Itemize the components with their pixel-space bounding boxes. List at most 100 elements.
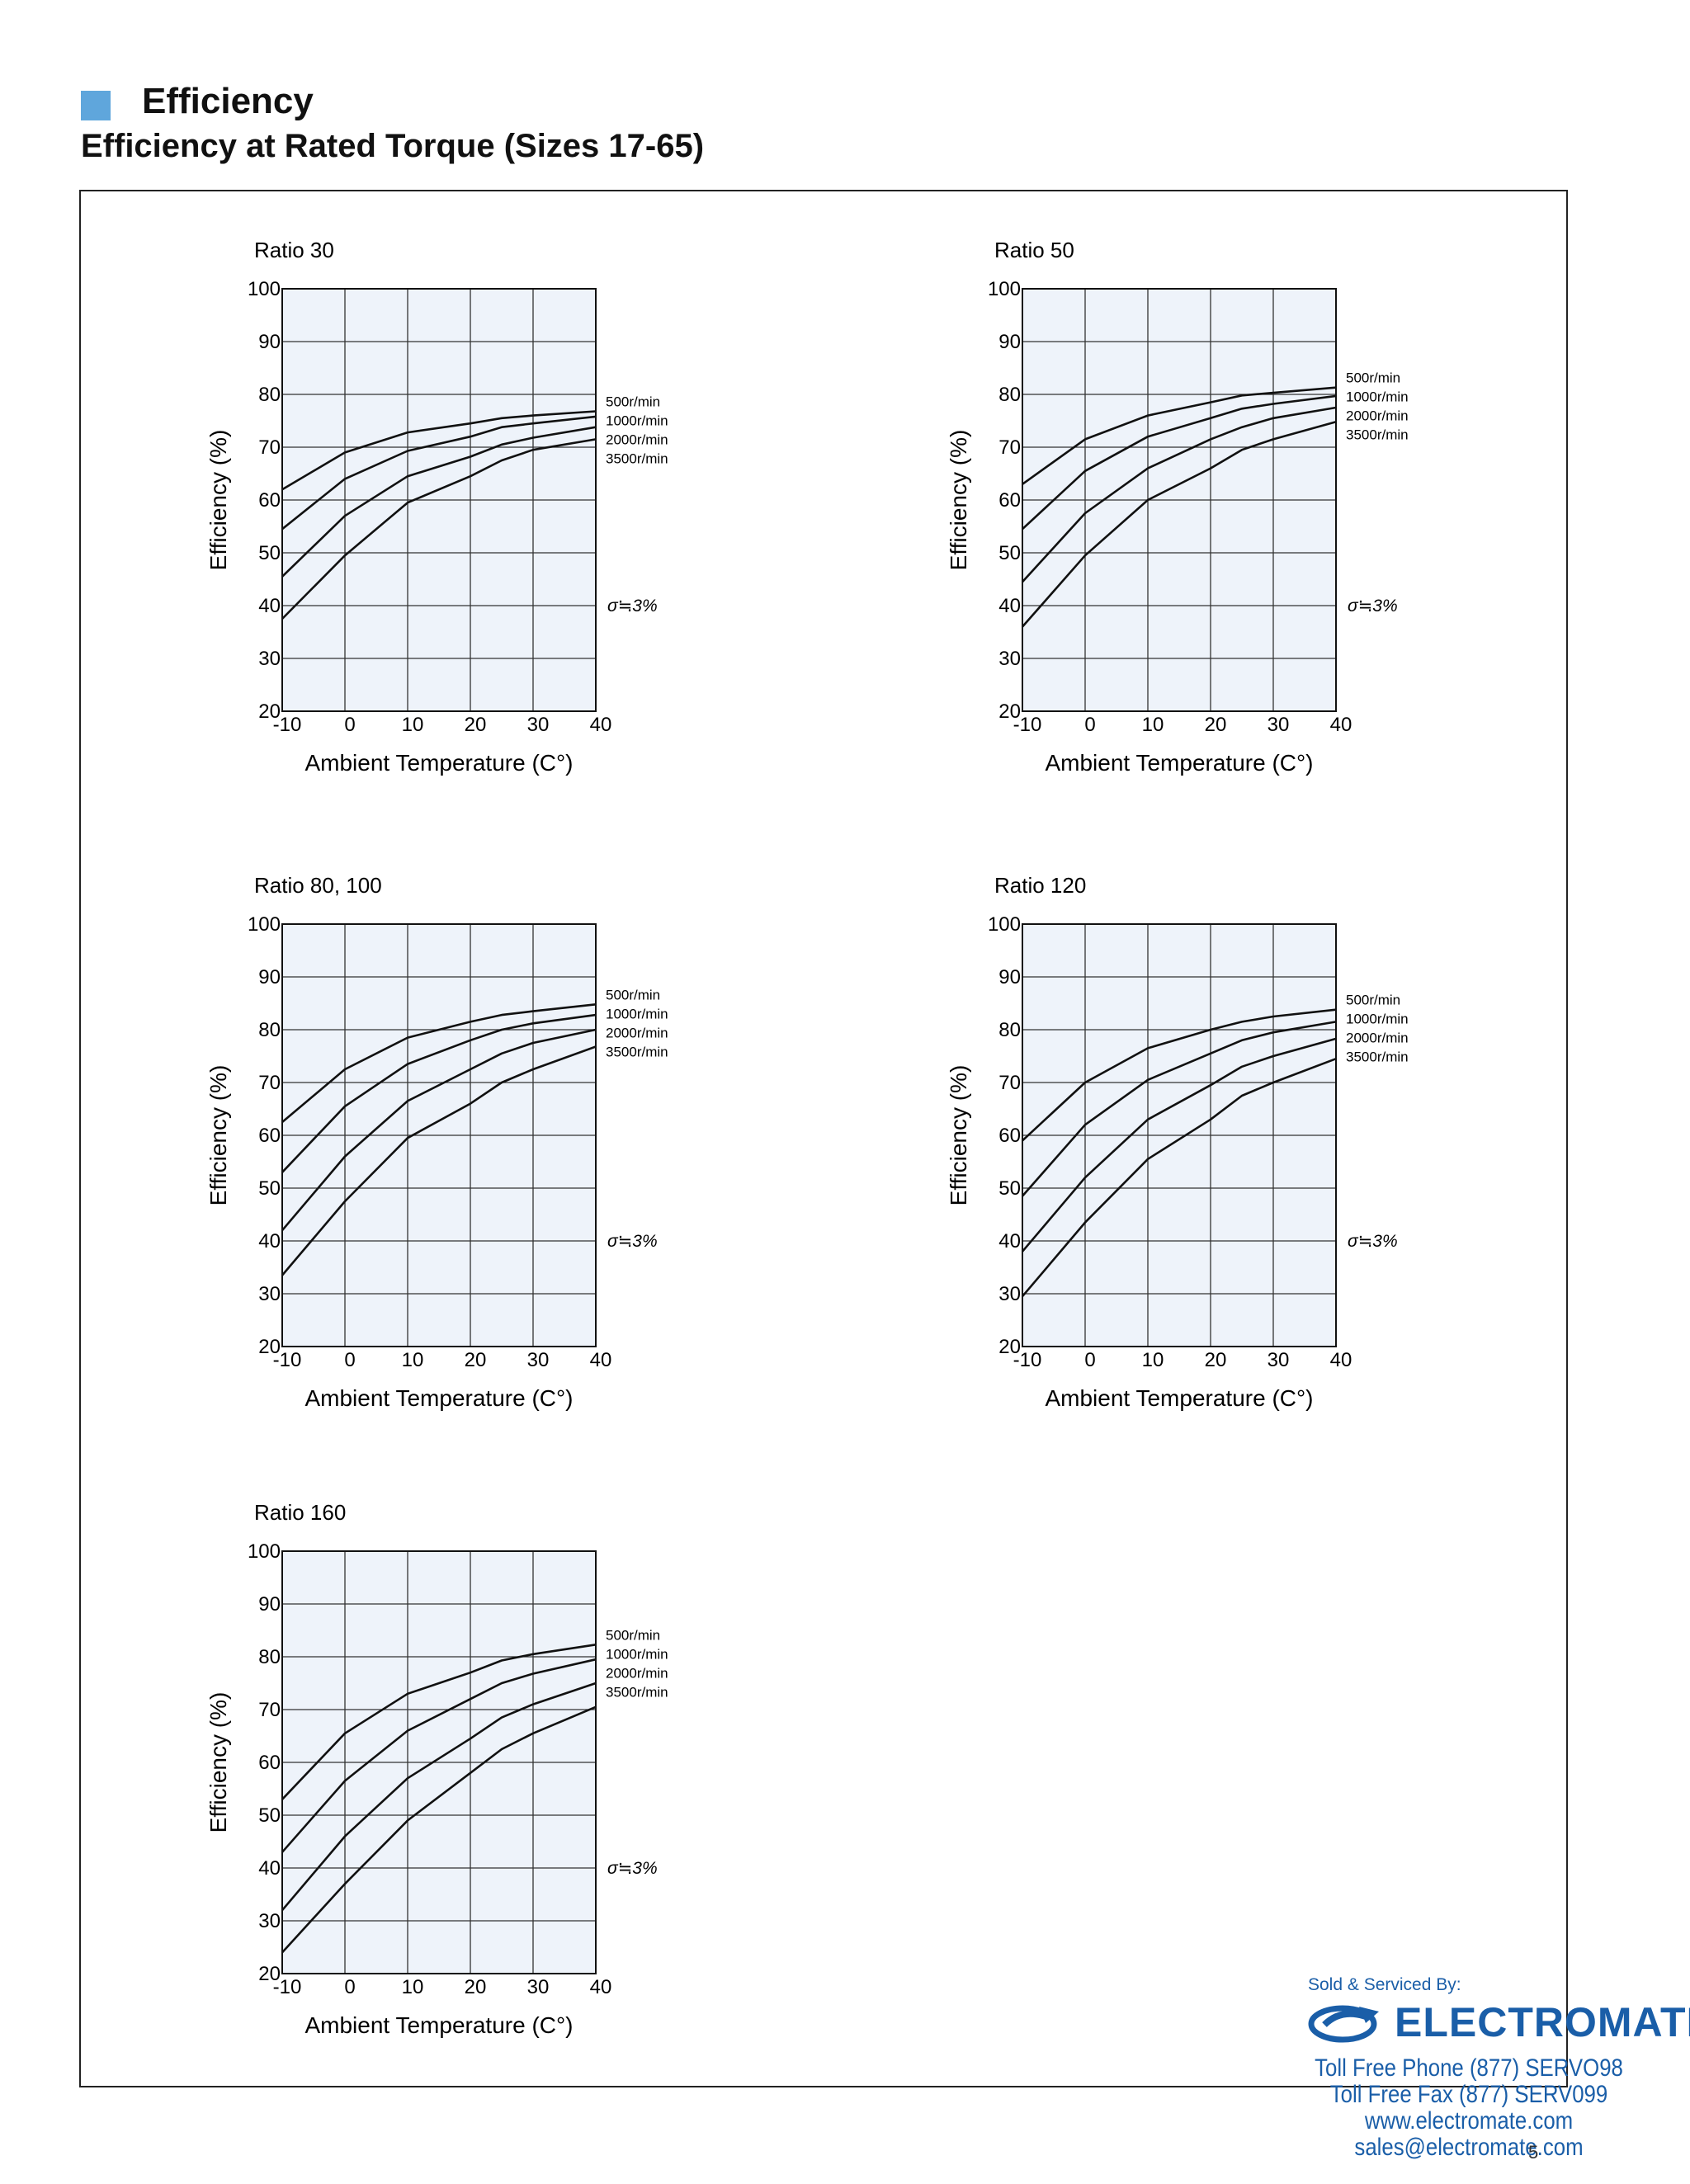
plot-border: [281, 1550, 597, 1974]
y-tick-label: 60: [998, 489, 1021, 512]
series-line-500r-min: [1022, 386, 1337, 485]
sigma-annotation: σ≒3%: [1348, 1232, 1398, 1251]
legend-label-500r-min: 500r/min: [1346, 993, 1400, 1008]
series-line-3500r-min: [281, 438, 597, 620]
y-tick-label: 20: [258, 1336, 281, 1358]
legend-label-2000r-min: 2000r/min: [606, 432, 668, 447]
x-tick-label: -10: [1013, 1349, 1042, 1371]
series-line-3500r-min: [281, 1045, 597, 1276]
x-tick-label: 10: [402, 1976, 424, 1998]
y-tick-label: 70: [258, 436, 281, 459]
x-axis-label: Ambient Temperature (C°): [1045, 750, 1313, 776]
legend-label-1000r-min: 1000r/min: [606, 1646, 668, 1662]
chart-ratio-80-100: Ratio 80, 100 20 30 40 50 60 70 80 90 100 -10 0 10 20…: [205, 873, 668, 1411]
legend-label-3500r-min: 3500r/min: [606, 1044, 668, 1059]
header-accent-square: [81, 91, 111, 120]
x-tick-label: 30: [527, 714, 550, 736]
plot-border: [281, 288, 597, 712]
y-tick-label: 80: [998, 384, 1021, 406]
y-tick-label: 30: [258, 1283, 281, 1305]
x-tick-label: -10: [1013, 714, 1042, 736]
chart-title: Ratio 80, 100: [254, 873, 382, 898]
y-tick-label: 90: [258, 966, 281, 988]
y-tick-label: 80: [258, 384, 281, 406]
chart-title: Ratio 50: [994, 238, 1074, 262]
email-link[interactable]: sales@electromate.com: [1354, 2134, 1584, 2161]
x-tick-label: 40: [1330, 1349, 1352, 1371]
x-tick-label: 40: [590, 714, 612, 736]
y-axis-label: Efficiency (%): [946, 430, 971, 571]
y-tick-label: 30: [998, 1283, 1021, 1305]
y-tick-label: 90: [998, 331, 1021, 353]
x-tick-label: 10: [402, 714, 424, 736]
y-axis-label: Efficiency (%): [946, 1065, 971, 1206]
x-tick-label: 20: [465, 714, 487, 736]
series-line-500r-min: [1022, 1008, 1337, 1142]
series-line-2000r-min: [281, 1028, 597, 1232]
y-axis-label: Efficiency (%): [205, 1692, 231, 1833]
y-tick-label: 50: [258, 1804, 281, 1827]
x-tick-label: 30: [1268, 1349, 1290, 1371]
website-link[interactable]: www.electromate.com: [1364, 2107, 1574, 2134]
x-tick-label: -10: [273, 1349, 302, 1371]
page-subtitle: Efficiency at Rated Torque (Sizes 17-65): [81, 128, 705, 164]
chart-ratio-160: Ratio 160 20 30 40 50 60 70 80 90 100 -10 0 10 20 30 40…: [205, 1500, 668, 2038]
chart-title: Ratio 160: [254, 1500, 346, 1525]
y-tick-label: 70: [258, 1072, 281, 1094]
legend-label-500r-min: 500r/min: [606, 1627, 660, 1643]
series-line-2000r-min: [281, 1682, 597, 1912]
chart-ratio-50: Ratio 50 20 30 40 50 60 70 80 90 100 -10 0 10 20 30 40 A…: [946, 238, 1409, 776]
legend-label-500r-min: 500r/min: [1346, 370, 1400, 386]
y-tick-label: 100: [248, 1540, 281, 1563]
plot-border: [281, 923, 597, 1347]
y-tick-label: 100: [988, 278, 1021, 300]
series-line-1000r-min: [1022, 394, 1337, 531]
y-tick-label: 60: [258, 1752, 281, 1774]
fax-line: Toll Free Fax (877) SERV099: [1329, 2081, 1608, 2108]
series-line-1000r-min: [281, 1013, 597, 1173]
plot-border: [1022, 923, 1337, 1347]
series-line-3500r-min: [1022, 421, 1337, 628]
chart-ratio-120: Ratio 120 20 30 40 50 60 70 80 90 100 -10 0 10 20 30 40…: [946, 873, 1409, 1411]
y-tick-label: 70: [998, 1072, 1021, 1094]
x-tick-label: 10: [1142, 1349, 1164, 1371]
y-tick-label: 50: [258, 1177, 281, 1200]
x-tick-label: 0: [1084, 714, 1095, 736]
sigma-annotation: σ≒3%: [1348, 597, 1398, 616]
y-tick-label: 20: [258, 1963, 281, 1985]
legend-label-500r-min: 500r/min: [606, 394, 660, 409]
y-tick-label: 20: [258, 700, 281, 723]
x-tick-label: 0: [344, 714, 355, 736]
x-tick-label: 30: [527, 1349, 550, 1371]
y-tick-label: 70: [998, 436, 1021, 459]
y-tick-label: 80: [998, 1019, 1021, 1041]
y-tick-label: 60: [258, 1125, 281, 1147]
y-axis-label: Efficiency (%): [205, 430, 231, 571]
y-tick-label: 50: [258, 542, 281, 564]
x-tick-label: 30: [527, 1976, 550, 1998]
x-tick-label: 20: [1205, 1349, 1227, 1371]
page-number: 5: [1528, 2142, 1539, 2163]
y-tick-label: 60: [258, 489, 281, 512]
legend-label-1000r-min: 1000r/min: [606, 1006, 668, 1021]
y-tick-label: 40: [258, 595, 281, 617]
series-line-500r-min: [281, 410, 597, 491]
x-tick-label: 30: [1268, 714, 1290, 736]
x-tick-label: 40: [590, 1976, 612, 1998]
chart-title: Ratio 120: [994, 873, 1086, 898]
x-tick-label: -10: [273, 714, 302, 736]
y-tick-label: 20: [998, 700, 1021, 723]
series-line-1000r-min: [281, 415, 597, 531]
legend-label-1000r-min: 1000r/min: [1346, 1012, 1409, 1027]
legend-label-2000r-min: 2000r/min: [606, 1665, 668, 1681]
x-tick-label: 0: [344, 1976, 355, 1998]
legend-label-3500r-min: 3500r/min: [606, 450, 668, 466]
sigma-annotation: σ≒3%: [607, 1232, 658, 1251]
sigma-annotation: σ≒3%: [607, 597, 658, 616]
y-tick-label: 40: [258, 1857, 281, 1880]
y-tick-label: 40: [258, 1230, 281, 1252]
series-line-500r-min: [281, 1644, 597, 1800]
sold-by-label: Sold & Serviced By:: [1308, 1975, 1461, 1994]
x-tick-label: 40: [1330, 714, 1352, 736]
x-tick-label: -10: [273, 1976, 302, 1998]
